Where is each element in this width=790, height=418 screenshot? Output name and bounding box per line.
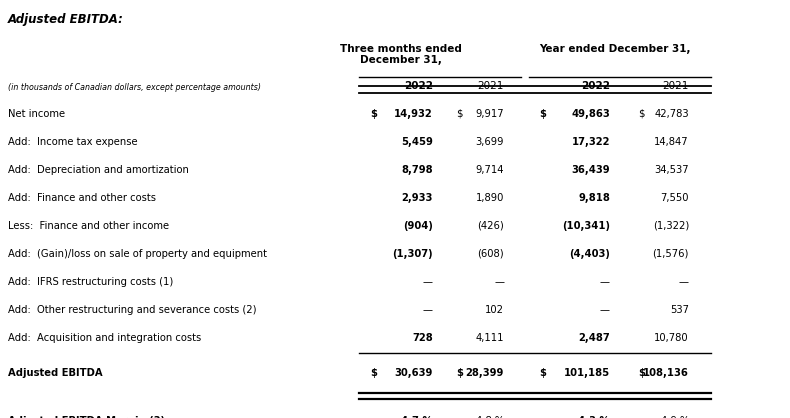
Text: 2021: 2021	[478, 81, 504, 91]
Text: —: —	[423, 277, 433, 287]
Text: 108,136: 108,136	[643, 368, 689, 378]
Text: (904): (904)	[403, 221, 433, 231]
Text: (608): (608)	[477, 249, 504, 259]
Text: Add:  IFRS restructuring costs (1): Add: IFRS restructuring costs (1)	[8, 277, 173, 287]
Text: 10,780: 10,780	[654, 333, 689, 343]
Text: 102: 102	[485, 305, 504, 315]
Text: 30,639: 30,639	[394, 368, 433, 378]
Text: 36,439: 36,439	[571, 165, 610, 175]
Text: Add:  Acquisition and integration costs: Add: Acquisition and integration costs	[8, 333, 201, 343]
Text: —: —	[423, 305, 433, 315]
Text: 1,890: 1,890	[476, 193, 504, 203]
Text: Add:  Depreciation and amortization: Add: Depreciation and amortization	[8, 165, 189, 175]
Text: Adjusted EBITDA Margin (3): Adjusted EBITDA Margin (3)	[8, 416, 165, 418]
Text: $: $	[638, 368, 645, 378]
Text: (426): (426)	[477, 221, 504, 231]
Text: 5,459: 5,459	[401, 137, 433, 147]
Text: 28,399: 28,399	[465, 368, 504, 378]
Text: 14,847: 14,847	[654, 137, 689, 147]
Text: 2022: 2022	[404, 81, 433, 91]
Text: Three months ended
December 31,: Three months ended December 31,	[340, 44, 462, 66]
Text: Add:  (Gain)/loss on sale of property and equipment: Add: (Gain)/loss on sale of property and…	[8, 249, 267, 259]
Text: 9,714: 9,714	[476, 165, 504, 175]
Text: Net income: Net income	[8, 109, 65, 119]
Text: 728: 728	[412, 333, 433, 343]
Text: $: $	[370, 368, 377, 378]
Text: —: —	[600, 305, 610, 315]
Text: (1,322): (1,322)	[653, 221, 689, 231]
Text: 4.3 %: 4.3 %	[578, 416, 610, 418]
Text: 2,933: 2,933	[401, 193, 433, 203]
Text: 4,111: 4,111	[476, 333, 504, 343]
Text: 101,185: 101,185	[564, 368, 610, 378]
Text: —: —	[600, 277, 610, 287]
Text: —: —	[494, 277, 504, 287]
Text: 4.7 %: 4.7 %	[401, 416, 433, 418]
Text: 4.9 %: 4.9 %	[660, 416, 689, 418]
Text: Adjusted EBITDA: Adjusted EBITDA	[8, 368, 103, 378]
Text: 4.8 %: 4.8 %	[476, 416, 504, 418]
Text: Add:  Other restructuring and severance costs (2): Add: Other restructuring and severance c…	[8, 305, 257, 315]
Text: 42,783: 42,783	[654, 109, 689, 119]
Text: 49,863: 49,863	[571, 109, 610, 119]
Text: (1,307): (1,307)	[393, 249, 433, 259]
Text: 537: 537	[670, 305, 689, 315]
Text: (10,341): (10,341)	[562, 221, 610, 231]
Text: 9,818: 9,818	[578, 193, 610, 203]
Text: $: $	[457, 368, 464, 378]
Text: 2,487: 2,487	[578, 333, 610, 343]
Text: $: $	[370, 109, 377, 119]
Text: 2022: 2022	[581, 81, 610, 91]
Text: (1,576): (1,576)	[653, 249, 689, 259]
Text: 3,699: 3,699	[476, 137, 504, 147]
Text: 2021: 2021	[663, 81, 689, 91]
Text: Adjusted EBITDA:: Adjusted EBITDA:	[8, 13, 124, 25]
Text: 9,917: 9,917	[476, 109, 504, 119]
Text: (4,403): (4,403)	[569, 249, 610, 259]
Text: Less:  Finance and other income: Less: Finance and other income	[8, 221, 169, 231]
Text: $: $	[457, 109, 463, 119]
Text: 14,932: 14,932	[394, 109, 433, 119]
Text: Add:  Income tax expense: Add: Income tax expense	[8, 137, 137, 147]
Text: 34,537: 34,537	[654, 165, 689, 175]
Text: —: —	[679, 277, 689, 287]
Text: $: $	[638, 109, 645, 119]
Text: Year ended December 31,: Year ended December 31,	[539, 44, 690, 54]
Text: 17,322: 17,322	[571, 137, 610, 147]
Text: 8,798: 8,798	[401, 165, 433, 175]
Text: $: $	[540, 368, 547, 378]
Text: (in thousands of Canadian dollars, except percentage amounts): (in thousands of Canadian dollars, excep…	[8, 83, 261, 92]
Text: $: $	[540, 109, 547, 119]
Text: Add:  Finance and other costs: Add: Finance and other costs	[8, 193, 156, 203]
Text: 7,550: 7,550	[660, 193, 689, 203]
